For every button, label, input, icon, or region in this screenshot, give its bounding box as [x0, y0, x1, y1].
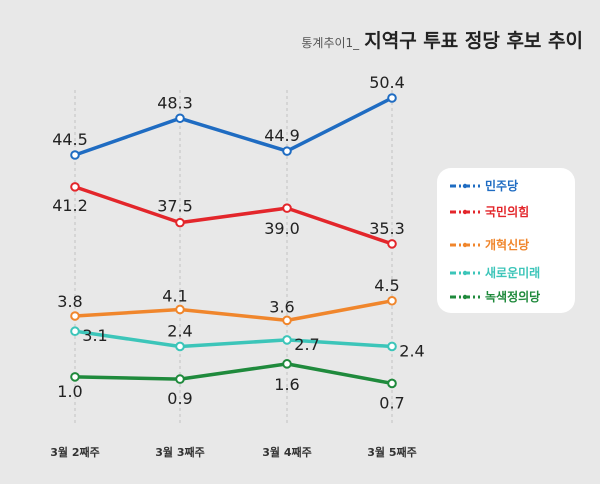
chart-title-prefix: 통계추이1_ [301, 36, 360, 50]
data-point [175, 304, 185, 315]
x-tick-label: 3월 5째주 [367, 445, 417, 459]
data-label: 50.4 [369, 73, 405, 92]
data-point [282, 203, 292, 213]
x-tick-label: 3월 2째주 [50, 445, 100, 459]
data-point [387, 93, 397, 103]
x-axis-tick-labels: 3월 2째주 3월 3째주 3월 4째주 3월 5째주 [50, 445, 417, 459]
data-point [387, 341, 397, 352]
data-point [282, 146, 292, 156]
legend-label: 개혁신당 [485, 237, 529, 252]
data-label: 3.6 [269, 297, 294, 316]
data-label: 39.0 [264, 219, 300, 238]
data-point [175, 341, 185, 352]
legend-swatch-dot [462, 183, 468, 189]
data-label: 1.6 [274, 375, 299, 394]
data-point [175, 374, 185, 384]
series-line [74, 329, 393, 349]
data-point [387, 295, 397, 306]
series-line [74, 362, 393, 386]
data-label: 1.0 [57, 382, 82, 401]
data-label: 35.3 [369, 219, 405, 238]
data-point [282, 315, 292, 326]
data-point [175, 217, 185, 228]
data-label: 3.1 [82, 326, 107, 345]
legend-box [437, 168, 575, 313]
legend-swatch-dot [462, 209, 468, 215]
data-label: 2.4 [399, 341, 424, 360]
legend-label: 새로운미래 [485, 265, 540, 280]
legend-swatch-dot [462, 242, 468, 248]
series-line [74, 299, 393, 323]
data-label: 0.7 [379, 393, 404, 412]
legend-swatch-dot [462, 294, 468, 300]
data-point [70, 182, 80, 192]
data-label: 4.1 [162, 286, 187, 305]
data-point [387, 239, 397, 249]
data-point [70, 311, 80, 321]
series-line [74, 185, 393, 246]
data-point [387, 378, 397, 389]
series-line [74, 96, 393, 157]
data-label: 2.7 [294, 335, 319, 354]
data-points [70, 93, 397, 389]
data-label: 0.9 [167, 389, 192, 408]
data-label: 4.5 [374, 276, 399, 295]
data-point [70, 150, 80, 160]
x-guide-lines [74, 90, 393, 425]
data-label: 37.5 [157, 197, 193, 216]
chart-title: 통계추이1_ 지역구 투표 정당 후보 추이 [301, 30, 583, 52]
chart-title-main: 지역구 투표 정당 후보 추이 [364, 30, 583, 52]
legend-swatch-dot [462, 270, 468, 276]
data-point [282, 359, 292, 369]
legend-label: 국민의힘 [485, 204, 529, 219]
data-point [70, 326, 80, 337]
x-tick-label: 3월 3째주 [155, 445, 205, 459]
data-point [175, 113, 185, 124]
data-label: 44.5 [52, 130, 88, 149]
x-tick-label: 3월 4째주 [262, 445, 312, 459]
data-label: 44.9 [264, 126, 300, 145]
data-label: 48.3 [157, 93, 193, 112]
data-label: 41.2 [52, 196, 88, 215]
data-labels: 44.5 48.3 44.9 50.4 41.2 37.5 39.0 35.3 3.8 4.1 3.… [52, 73, 425, 412]
data-label: 2.4 [167, 321, 192, 340]
legend-label: 민주당 [485, 178, 518, 193]
series-lines [74, 96, 393, 386]
data-point [282, 335, 292, 345]
data-point [70, 372, 80, 382]
data-label: 3.8 [57, 292, 82, 311]
legend-label: 녹색정의당 [485, 289, 540, 304]
